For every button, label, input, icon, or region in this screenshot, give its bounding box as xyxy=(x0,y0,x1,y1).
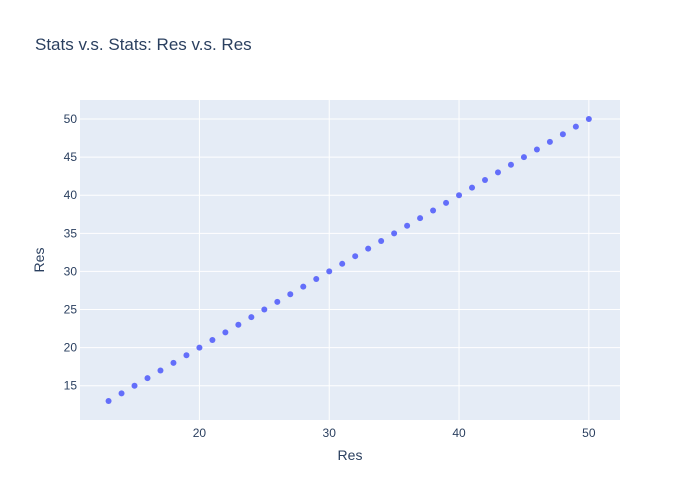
x-tick-labels: 20 30 40 50 xyxy=(193,426,596,440)
scatter-point xyxy=(183,352,190,359)
y-tick-label: 15 xyxy=(64,379,78,393)
scatter-point xyxy=(274,298,281,305)
x-tick-label: 20 xyxy=(193,426,207,440)
scatter-point xyxy=(144,375,151,382)
chart-title: Stats v.s. Stats: Res v.s. Res xyxy=(35,35,252,54)
scatter-point xyxy=(507,161,514,168)
x-axis-title: Res xyxy=(338,447,363,463)
scatter-point xyxy=(559,131,566,138)
scatter-point xyxy=(533,146,540,153)
scatter-point xyxy=(391,230,398,237)
scatter-point xyxy=(209,337,216,343)
y-tick-label: 45 xyxy=(64,150,78,164)
scatter-point xyxy=(352,253,359,260)
scatter-point xyxy=(546,138,553,145)
x-tick-label: 50 xyxy=(582,426,596,440)
scatter-point xyxy=(222,329,229,336)
scatter-point xyxy=(248,314,255,321)
scatter-point xyxy=(131,382,138,389)
scatter-points xyxy=(105,116,592,404)
scatter-point xyxy=(157,367,164,374)
scatter-point xyxy=(326,268,333,275)
scatter-point xyxy=(118,390,125,397)
y-tick-label: 25 xyxy=(64,303,78,317)
y-tick-labels: 15 20 25 30 35 40 45 50 xyxy=(64,112,78,393)
y-tick-label: 40 xyxy=(64,188,78,202)
plot-area xyxy=(80,100,620,420)
scatter-point xyxy=(235,321,242,328)
x-tick-label: 30 xyxy=(323,426,337,440)
scatter-point xyxy=(520,154,527,161)
scatter-point xyxy=(430,207,437,214)
scatter-point xyxy=(261,306,268,313)
scatter-point xyxy=(313,276,320,283)
scatter-point xyxy=(572,123,579,130)
scatter-point xyxy=(456,192,463,199)
scatter-point xyxy=(339,260,346,267)
scatter-point xyxy=(300,283,307,290)
scatter-point xyxy=(196,344,203,351)
scatter-point xyxy=(404,222,411,229)
y-axis-title: Res xyxy=(31,248,47,273)
scatter-point xyxy=(170,359,177,366)
y-tick-label: 20 xyxy=(64,341,78,355)
scatter-point xyxy=(365,245,372,252)
y-tick-label: 30 xyxy=(64,264,78,278)
scatter-point xyxy=(443,199,450,206)
scatter-point xyxy=(482,177,488,183)
x-gridlines xyxy=(198,100,590,420)
scatter-point xyxy=(378,237,385,244)
y-tick-label: 50 xyxy=(64,112,78,126)
scatter-point xyxy=(494,169,501,176)
scatter-point xyxy=(417,215,424,222)
y-gridlines xyxy=(80,118,620,387)
scatter-point xyxy=(287,291,294,298)
scatter-point xyxy=(469,184,476,191)
scatter-point xyxy=(585,116,592,123)
x-tick-label: 40 xyxy=(452,426,466,440)
scatter-point xyxy=(105,397,112,404)
y-tick-label: 35 xyxy=(64,226,78,240)
